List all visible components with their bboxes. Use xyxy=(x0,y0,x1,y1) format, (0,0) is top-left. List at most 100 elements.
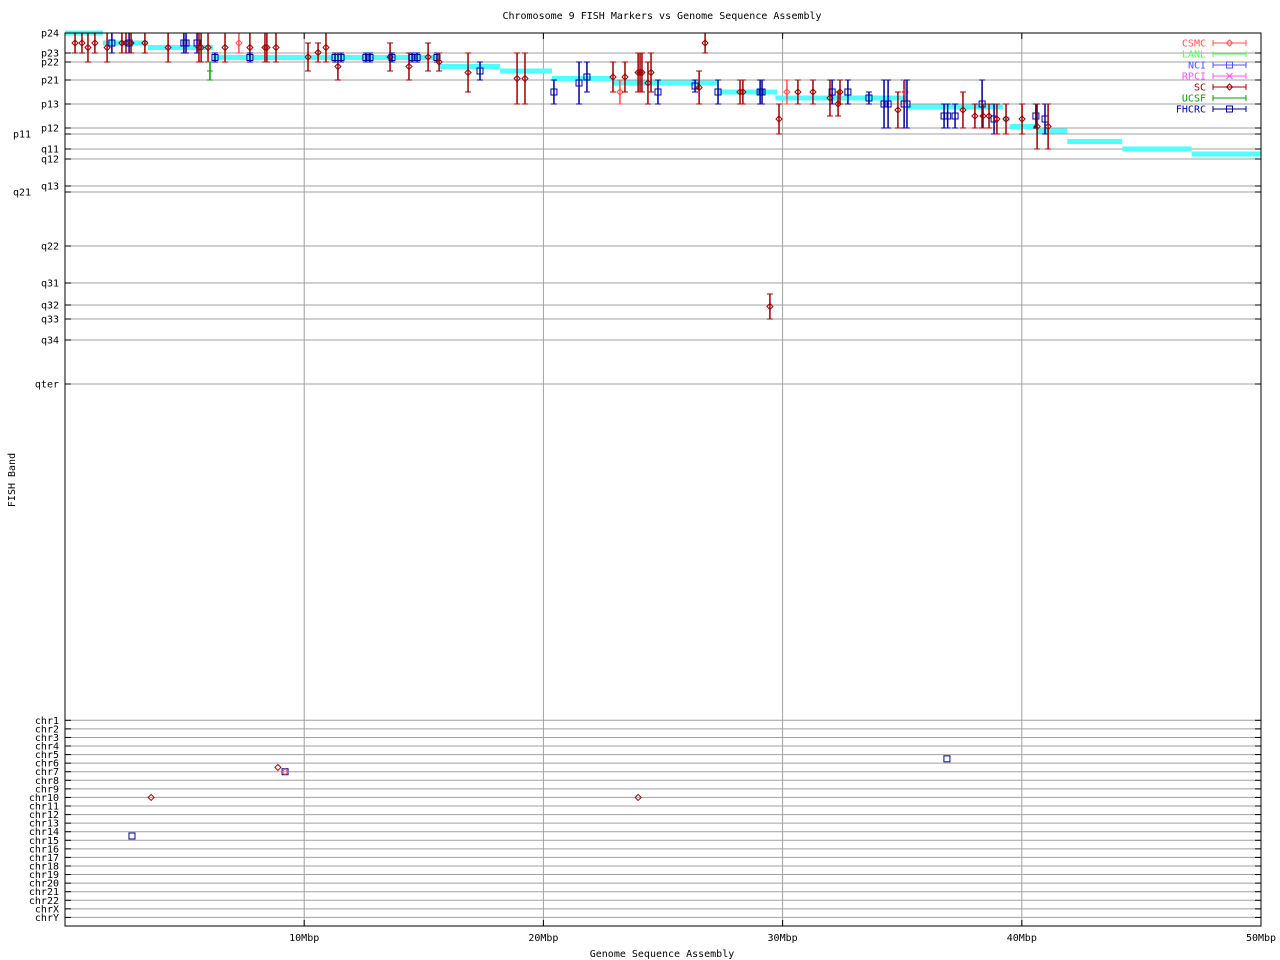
y-tick-label: chrY xyxy=(35,913,59,924)
fish-point-SC xyxy=(621,61,629,93)
diamond-marker xyxy=(775,115,783,123)
fish-point-SC xyxy=(274,763,282,772)
square-marker xyxy=(884,100,892,108)
diamond-marker xyxy=(435,58,443,66)
square-marker xyxy=(108,39,116,47)
square-marker xyxy=(583,73,591,81)
fish-point-SC xyxy=(91,32,99,54)
y-tick-label: p22 xyxy=(41,58,59,69)
y-tick-label: chr9 xyxy=(35,784,59,795)
square-marker xyxy=(1226,61,1233,69)
legend-entry-rpci: RPCI xyxy=(1182,72,1247,83)
fish-point-SC xyxy=(766,293,774,320)
square-marker xyxy=(413,54,421,61)
y-tick-label: chr21 xyxy=(29,887,59,898)
legend-label: RPCI xyxy=(1182,72,1206,83)
y-tick-label: chr15 xyxy=(29,836,59,847)
y-tick-label: p12 xyxy=(41,124,59,135)
fish-point-FHCRC xyxy=(844,79,852,105)
diamond-marker xyxy=(513,74,521,83)
diamond-marker xyxy=(826,94,834,102)
square-marker xyxy=(1032,112,1040,120)
diamond-marker xyxy=(609,73,617,81)
y-tick-label: chr14 xyxy=(29,827,59,838)
diamond-marker xyxy=(274,763,282,772)
y-tick-label: p11 xyxy=(13,130,31,141)
diamond-marker xyxy=(118,39,126,47)
y-tick-label: chr1 xyxy=(35,716,59,727)
y-tick-label: chr6 xyxy=(35,759,59,770)
y-tick-label: q22 xyxy=(41,242,59,253)
fish-point-FHCRC xyxy=(884,79,892,129)
fish-point-SC xyxy=(435,52,443,72)
x-tick-label: 10Mbp xyxy=(289,933,319,944)
y-tick-label: q13 xyxy=(41,182,59,193)
square-marker xyxy=(654,88,662,96)
fish-point-FHCRC xyxy=(714,79,722,105)
diamond-marker xyxy=(971,112,979,120)
y-tick-label: chr8 xyxy=(35,776,59,787)
legend-label: LANL xyxy=(1182,50,1206,61)
diamond-marker xyxy=(164,43,172,52)
assembly-contig xyxy=(1067,139,1123,144)
diamond-marker xyxy=(221,43,229,52)
diamond-marker xyxy=(424,53,432,61)
fish-point-CSMC xyxy=(235,32,243,54)
assembly-contig xyxy=(1191,151,1261,157)
fish-point-FHCRC xyxy=(943,755,951,763)
fish-point-SC xyxy=(1044,103,1052,150)
legend-entry-csmc: CSMC xyxy=(1182,39,1247,50)
fish-point-SC xyxy=(147,793,155,802)
y-tick-label: qter xyxy=(35,380,59,391)
fish-point-SC xyxy=(464,52,472,93)
assembly-contigs xyxy=(65,30,1261,157)
y-tick-label: chr10 xyxy=(29,793,59,804)
diamond-marker xyxy=(1225,39,1234,47)
square-marker xyxy=(865,94,873,102)
fish-point-SC xyxy=(314,42,322,63)
fish-points xyxy=(71,32,1052,840)
square-marker xyxy=(182,39,190,47)
fish-point-SC xyxy=(103,32,111,63)
assembly-contig xyxy=(775,95,907,101)
y-tick-label: chr2 xyxy=(35,724,59,735)
diamond-marker xyxy=(894,106,902,114)
fish-point-FHCRC xyxy=(550,79,558,105)
plot-frame xyxy=(64,32,1262,927)
diamond-marker xyxy=(127,39,135,47)
legend-label: SC xyxy=(1194,83,1206,94)
square-marker xyxy=(366,54,374,61)
square-marker xyxy=(388,54,396,61)
diamond-marker xyxy=(836,88,844,96)
diamond-marker xyxy=(235,39,243,47)
fish-point-SC xyxy=(959,91,967,129)
diamond-marker xyxy=(1002,115,1010,123)
legend-label: NCI xyxy=(1188,61,1206,72)
y-tick-label: chr3 xyxy=(35,733,59,744)
square-marker xyxy=(211,54,219,61)
diamond-marker xyxy=(334,62,342,71)
y-tick-label: q32 xyxy=(41,301,59,312)
fish-point-SC xyxy=(84,32,92,63)
diamond-marker xyxy=(1044,122,1052,131)
diamond-marker xyxy=(304,53,312,61)
diamond-marker xyxy=(91,39,99,47)
diamond-marker xyxy=(261,43,269,52)
diamond-marker xyxy=(621,73,629,81)
assembly-contig xyxy=(500,68,553,74)
y-tick-label: chrX xyxy=(35,904,59,915)
square-marker xyxy=(951,112,959,120)
square-marker xyxy=(408,54,416,61)
legend-label: FHCRC xyxy=(1176,105,1206,116)
fish-point-SC xyxy=(1002,103,1010,135)
y-tick-label: p23 xyxy=(41,49,59,60)
grid xyxy=(65,32,1261,926)
fish-point-SC xyxy=(304,42,312,72)
fish-point-SC xyxy=(894,91,902,129)
diamond-marker xyxy=(993,115,1001,123)
fish-point-SC xyxy=(836,79,844,105)
y-tick-label: chr18 xyxy=(29,861,59,872)
fish-point-FHCRC xyxy=(413,52,421,63)
square-marker xyxy=(246,54,254,61)
